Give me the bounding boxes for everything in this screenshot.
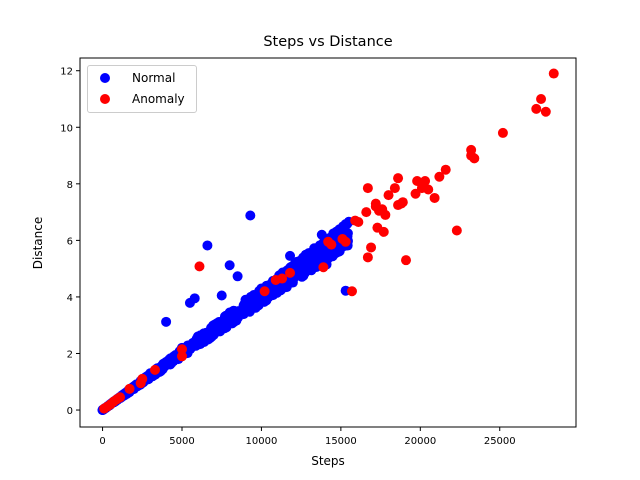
- y-tick-label: 6: [67, 236, 73, 247]
- normal-point: [308, 259, 319, 270]
- x-axis-label: Steps: [311, 454, 345, 468]
- axes-frame: [79, 57, 577, 428]
- normal-point: [240, 294, 251, 305]
- anomaly-point: [378, 226, 389, 237]
- normal-point: [189, 293, 200, 304]
- normal-point: [232, 271, 243, 282]
- anomaly-point: [434, 171, 445, 182]
- anomaly-point: [353, 217, 364, 227]
- x-tick-label: 10000: [246, 436, 278, 447]
- normal-point: [161, 356, 172, 367]
- y-tick-label: 8: [67, 180, 73, 191]
- anomaly-point: [135, 378, 146, 389]
- y-tick-label: 4: [67, 293, 73, 304]
- normal-point: [202, 240, 213, 251]
- anomaly-point: [423, 184, 434, 195]
- legend-marker-icon: [100, 94, 110, 104]
- x-tick-label: 5000: [169, 436, 194, 447]
- anomaly-point: [451, 225, 462, 236]
- normal-point: [216, 290, 227, 301]
- normal-points: [97, 210, 353, 416]
- normal-point: [296, 260, 307, 271]
- anomaly-point: [383, 190, 394, 201]
- anomaly-point: [194, 261, 205, 272]
- chart-title: Steps vs Distance: [263, 34, 393, 50]
- legend-label: Anomaly: [132, 92, 185, 106]
- y-tick-label: 0: [67, 406, 73, 417]
- anomaly-point: [318, 262, 329, 273]
- anomaly-point: [466, 150, 477, 161]
- anomaly-point: [270, 274, 281, 285]
- legend-label: Normal: [132, 71, 176, 85]
- normal-point: [245, 210, 256, 221]
- anomaly-point: [397, 197, 408, 208]
- x-tick-label: 20000: [404, 436, 436, 447]
- anomaly-point: [285, 267, 296, 278]
- anomaly-point: [536, 94, 547, 104]
- anomaly-point: [149, 364, 160, 375]
- anomaly-point: [326, 239, 337, 250]
- anomaly-point: [366, 242, 377, 253]
- anomaly-point: [410, 188, 421, 199]
- anomaly-point: [362, 183, 373, 194]
- y-axis-ticks: 0 2 4 6 8 10 12: [60, 67, 80, 417]
- anomaly-point: [412, 176, 423, 186]
- anomaly-point: [346, 286, 357, 297]
- anomaly-point: [124, 383, 135, 394]
- anomaly-point: [176, 351, 187, 362]
- anomaly-point: [259, 286, 270, 297]
- anomaly-point: [393, 173, 404, 184]
- normal-point: [316, 229, 327, 240]
- legend-item-normal: Normal: [94, 70, 175, 86]
- x-tick-label: 15000: [325, 436, 357, 447]
- anomaly-point: [361, 207, 372, 218]
- normal-point: [192, 331, 203, 342]
- legend: Normal Anomaly: [87, 65, 197, 113]
- normal-point: [224, 260, 235, 271]
- legend-marker-icon: [100, 73, 110, 83]
- normal-point: [285, 250, 296, 261]
- anomaly-point: [440, 164, 451, 175]
- normal-point: [224, 307, 235, 318]
- anomaly-point: [540, 106, 551, 117]
- x-tick-label: 25000: [484, 436, 516, 447]
- y-tick-label: 10: [60, 123, 73, 134]
- anomaly-point: [497, 127, 508, 138]
- anomaly-point: [389, 183, 400, 194]
- y-tick-label: 12: [60, 67, 73, 78]
- x-tick-label: 0: [99, 436, 105, 447]
- normal-point: [161, 316, 172, 327]
- anomaly-point: [429, 192, 440, 203]
- anomaly-point: [548, 68, 559, 79]
- anomaly-point: [380, 209, 391, 220]
- anomaly-point: [99, 403, 110, 414]
- legend-item-anomaly: Anomaly: [94, 91, 185, 107]
- anomaly-point: [401, 255, 412, 266]
- anomaly-point: [176, 344, 187, 355]
- anomaly-point: [531, 103, 542, 114]
- y-axis-label: Distance: [31, 216, 45, 270]
- y-tick-label: 2: [67, 349, 73, 360]
- anomaly-point: [340, 236, 351, 247]
- anomaly-point: [362, 252, 373, 263]
- anomaly-points: [99, 68, 559, 414]
- normal-point: [208, 320, 219, 331]
- x-axis-ticks: 0 5000 10000 15000 20000 25000: [99, 427, 516, 447]
